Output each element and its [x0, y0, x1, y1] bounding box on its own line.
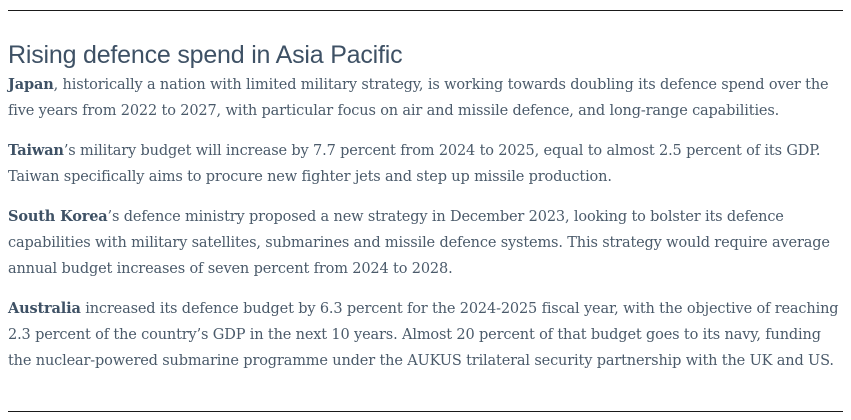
country-name-japan: Japan — [8, 76, 54, 93]
article-section: Rising defence spend in Asia Pacific Jap… — [8, 38, 843, 388]
paragraph-australia: Australia increased its defence budget b… — [8, 296, 843, 374]
top-divider — [8, 10, 843, 11]
paragraph-south-korea: South Korea’s defence ministry proposed … — [8, 204, 843, 282]
country-name-south-korea: South Korea — [8, 208, 108, 225]
paragraph-japan: Japan, historically a nation with limite… — [8, 72, 843, 124]
paragraph-text: ’s defence ministry proposed a new strat… — [8, 209, 830, 277]
bottom-divider — [8, 411, 843, 412]
section-title: Rising defence spend in Asia Pacific — [8, 41, 403, 69]
country-name-taiwan: Taiwan — [8, 142, 64, 159]
paragraph-text: increased its defence budget by 6.3 perc… — [8, 301, 839, 369]
paragraph-taiwan: Taiwan’s military budget will increase b… — [8, 138, 843, 190]
paragraph-text: ’s military budget will increase by 7.7 … — [8, 143, 821, 185]
paragraph-text: , historically a nation with limited mil… — [8, 77, 829, 119]
country-name-australia: Australia — [8, 300, 81, 317]
